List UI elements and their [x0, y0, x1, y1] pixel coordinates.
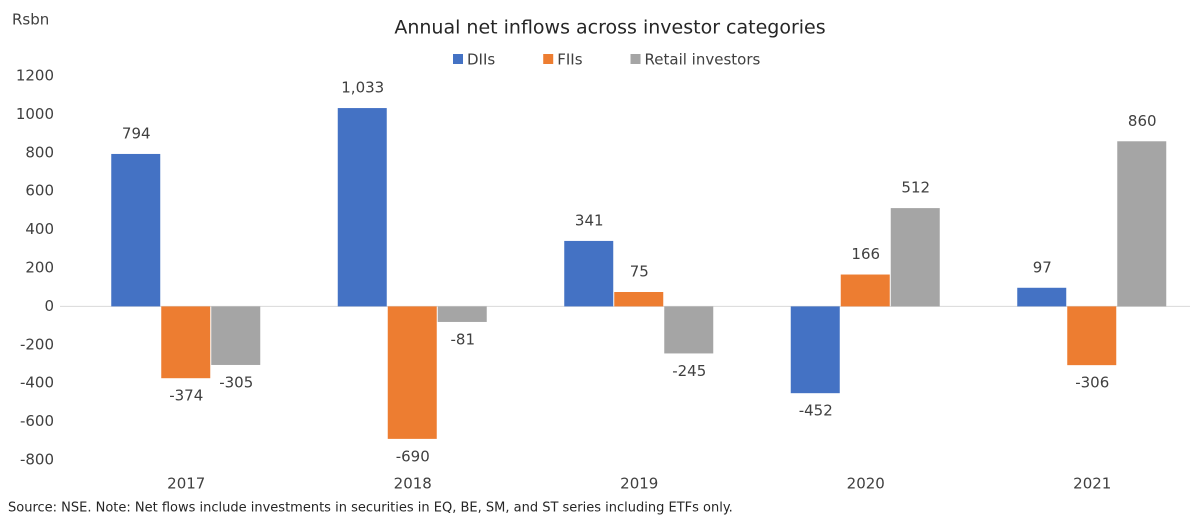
y-tick-label: 0: [44, 297, 54, 315]
value-label: -245: [672, 362, 706, 380]
bar: [790, 306, 840, 394]
value-label: 166: [851, 245, 880, 263]
y-tick-label: 600: [25, 182, 54, 200]
y-tick-label: -800: [20, 451, 54, 469]
value-label: -306: [1075, 374, 1109, 392]
legend-swatch: [453, 54, 463, 64]
bar: [1117, 141, 1167, 307]
value-label: -690: [396, 447, 430, 465]
value-label: 512: [901, 179, 930, 197]
legend-label: FIIs: [557, 51, 582, 69]
y-tick-label: -200: [20, 335, 54, 353]
value-label: -81: [451, 330, 476, 348]
bar: [1017, 287, 1067, 307]
value-label: 341: [575, 211, 604, 229]
y-tick-label: 1000: [16, 105, 54, 123]
value-label: 75: [630, 263, 649, 281]
value-label: 794: [122, 124, 151, 142]
value-label: -374: [169, 387, 203, 405]
y-tick-label: -600: [20, 412, 54, 430]
value-label: 860: [1128, 112, 1157, 130]
chart-title: Annual net inflows across investor categ…: [394, 17, 825, 39]
value-label: 1,033: [341, 79, 384, 97]
bar: [337, 108, 387, 307]
y-tick-label: 400: [25, 220, 54, 238]
x-tick-label: 2021: [1073, 475, 1111, 493]
value-label: -305: [219, 373, 253, 391]
y-tick-label: 1200: [16, 67, 54, 85]
legend-swatch: [630, 54, 641, 64]
bar: [387, 306, 437, 439]
bar: [614, 292, 664, 307]
legend-label: DIIs: [467, 51, 495, 69]
bar: [211, 306, 261, 365]
bar: [564, 240, 614, 307]
bar: [161, 306, 211, 379]
bar: [437, 306, 487, 322]
legend-swatch: [543, 54, 554, 64]
bar: [840, 274, 890, 307]
x-tick-label: 2020: [847, 475, 885, 493]
x-tick-label: 2017: [167, 475, 205, 493]
y-tick-label: -400: [20, 374, 54, 392]
value-label: -452: [799, 402, 833, 420]
bar: [111, 153, 161, 307]
bar: [1067, 306, 1117, 366]
bar: [664, 306, 714, 354]
legend-label: Retail investors: [645, 51, 761, 69]
y-tick-label: 800: [25, 143, 54, 161]
x-tick-label: 2018: [394, 475, 432, 493]
source-note: Source: NSE. Note: Net flows include inv…: [8, 501, 733, 516]
value-label: 97: [1033, 258, 1052, 276]
x-tick-label: 2019: [620, 475, 658, 493]
bar: [890, 208, 940, 307]
y-axis-label: Rsbn: [12, 11, 49, 29]
y-tick-label: 200: [25, 259, 54, 277]
